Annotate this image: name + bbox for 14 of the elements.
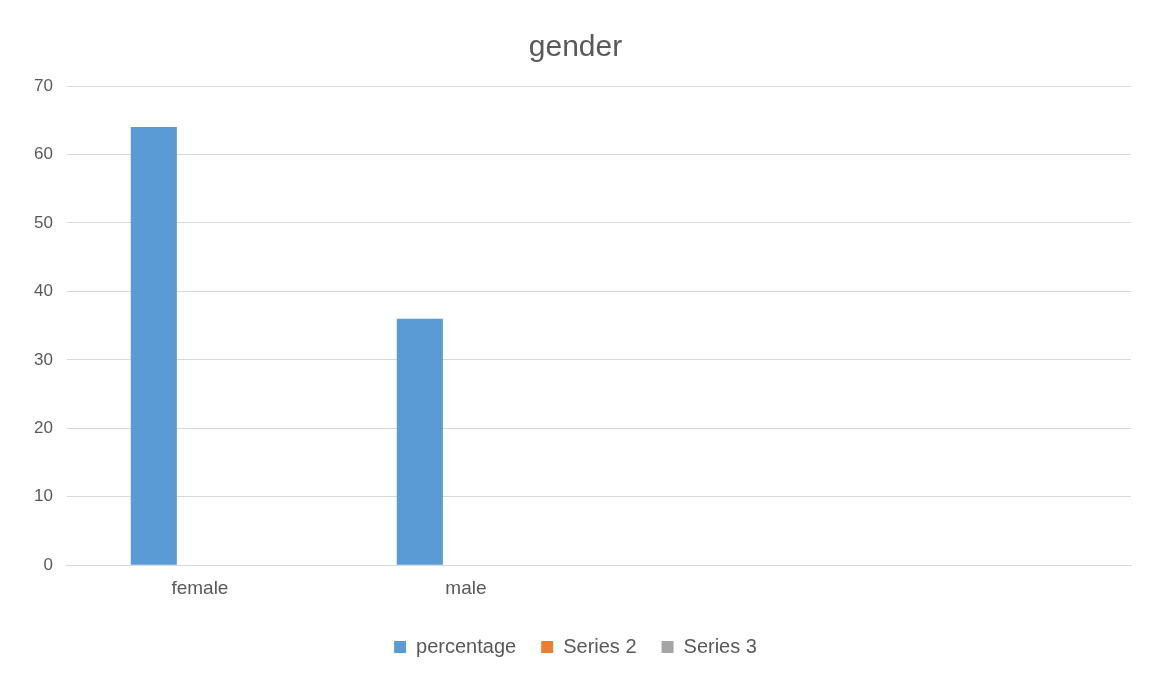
x-tick-label: male: [445, 576, 487, 598]
legend-label: percentage: [416, 634, 517, 657]
x-tick-label: female: [171, 576, 229, 598]
y-tick-label: 50: [33, 212, 53, 232]
chart-title: gender: [528, 29, 623, 63]
y-tick-label: 40: [33, 281, 53, 301]
y-tick-label: 20: [33, 417, 53, 437]
legend-label: Series 3: [683, 634, 757, 657]
y-tick-label: 30: [33, 349, 53, 369]
y-tick-label: 70: [33, 75, 53, 95]
legend-label: Series 2: [563, 634, 637, 657]
y-tick-label: 60: [33, 144, 53, 164]
y-tick-label: 0: [43, 554, 53, 574]
y-tick-label: 10: [33, 486, 53, 506]
